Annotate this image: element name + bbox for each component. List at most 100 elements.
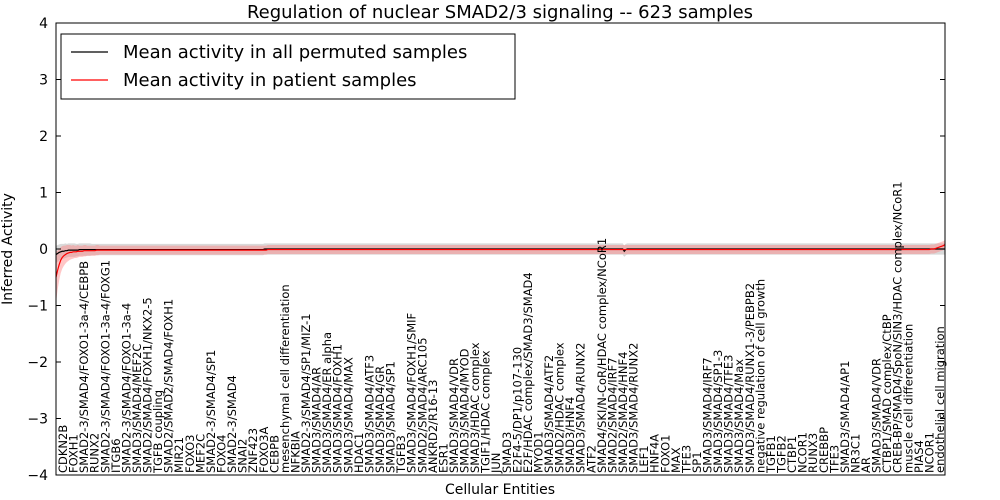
x-tick-label: SMAD3/SMAD4/RUNX2 <box>627 343 641 473</box>
x-tick-label: FOXO3A <box>257 427 271 473</box>
x-tick-label: CTBP1 <box>785 436 799 473</box>
x-tick-label: SMAD2/SMAD4/IRF7 <box>605 357 619 473</box>
x-tick-label: SMAD3/SMAD4/MAX <box>341 357 355 473</box>
x-tick-label: SMAD3/SMAD4/ATF2 <box>542 355 556 473</box>
y-tick-label: 1 <box>39 186 48 202</box>
y-tick-label: 4 <box>39 16 48 32</box>
x-tick-label: SMAD2/SMAD4/ARC105 <box>415 337 429 473</box>
x-tick-label: SMAD3/SMAD4/VDR <box>870 358 884 473</box>
x-tick-label: PIAS4 <box>912 440 926 473</box>
legend: Mean activity in all permuted samples Me… <box>60 33 516 100</box>
x-tick-label: ATF2 <box>584 445 598 473</box>
x-tick-label: SMAD2-3/SMAD4/SP1/MIZ-1 <box>299 313 313 473</box>
x-tick-label: NCOR1 <box>796 432 810 473</box>
x-tick-label: ESR1 <box>436 443 450 473</box>
x-tick-label: SMAD2-3/SMAD4/FOXO1-3a-4/CEBPB <box>77 261 91 473</box>
x-tick-label: SMAD3/SMAD4/AR <box>310 367 324 473</box>
y-axis-label: Inferred Activity <box>0 193 16 305</box>
x-tick-label: SMAD3/SMAD4/AP1 <box>838 361 852 473</box>
x-tick-label: SMAD3/SMAD4/MYOD <box>458 348 472 473</box>
x-tick-label: MAX <box>669 447 683 473</box>
patient-mean-line <box>55 243 946 278</box>
x-tick-label: SMAD2/SMAD4/HNF4 <box>616 352 630 473</box>
x-tick-label: FOXO3 <box>183 435 197 473</box>
x-tick-label: SMAD3/SMAD4/SP1 <box>384 361 398 473</box>
x-tick-label: SMAD3/HNF4 <box>563 397 577 473</box>
x-tick-label: SMAD3/SMAD4/FOXH1/SMIF <box>405 313 419 473</box>
y-tick-label: −4 <box>27 468 48 484</box>
x-tick-label: ITGB6 <box>109 438 123 473</box>
x-tick-label: SMAD4/SKI/N-CoR/HDAC complex/NCoR1 <box>595 238 609 473</box>
x-tick-label: HDAC1 <box>352 433 366 473</box>
x-tick-label: HNF4A <box>648 434 662 473</box>
x-tick-label: SMAD3/SMAD4/VDR <box>447 358 461 473</box>
y-axis-ticks: −4 −3 −2 −1 0 1 2 3 4 <box>27 16 945 484</box>
x-tick-label: mesenchymal cell differentiation <box>278 284 292 473</box>
x-tick-label: SMAD3/SMAD4/Max <box>732 359 746 473</box>
x-tick-label: FOXH1 <box>67 434 81 473</box>
x-tick-label: SMAD2/SMAD4/FOXH1/NKX2-5 <box>141 297 155 473</box>
x-tick-label: SMAD3/SMAD4/RUNX2 <box>574 343 588 473</box>
legend-label-patient: Mean activity in patient samples <box>123 70 417 91</box>
x-tick-label: SMAD3/HDAC complex <box>468 342 482 473</box>
x-tick-label: NCOR1 <box>922 432 936 473</box>
x-tick-label: TGFB2 <box>775 435 789 474</box>
x-tick-label: NR3C1 <box>849 434 863 473</box>
x-tick-label: CDKN2B <box>56 425 70 473</box>
x-tick-label: JUN <box>489 453 503 474</box>
x-tick-label: SMAD3/SMAD4/GR <box>373 366 387 473</box>
patient-band <box>56 239 945 303</box>
x-tick-label: TGFB coupling <box>151 390 165 474</box>
x-tick-label: MYOD1 <box>532 431 546 473</box>
y-tick-label: 0 <box>39 242 48 258</box>
x-tick-label: AR <box>859 457 873 473</box>
x-tick-label: SMAD3/SMAD4/SP1-3 <box>711 350 725 473</box>
x-tick-label: SMAD3/SMAD4/TFE3 <box>722 355 736 474</box>
x-tick-label: FOXO1 <box>658 435 672 473</box>
legend-label-permuted: Mean activity in all permuted samples <box>123 42 467 63</box>
x-tick-label: TGFB1 <box>764 435 778 474</box>
x-tick-label: SMAD3/SMAD4/FOXH1 <box>331 344 345 473</box>
series-lines <box>55 243 946 278</box>
x-tick-label: TFE3 <box>679 445 693 474</box>
x-tick-label: ZNF423 <box>246 428 260 473</box>
x-tick-label: RUNX2 <box>88 433 102 473</box>
x-tick-label: CREB-BP/SMAD4/SpoN/SIN3/HDAC complex/NCo… <box>891 181 905 473</box>
y-tick-label: 2 <box>39 129 48 145</box>
x-tick-label: CEBPB <box>267 435 281 473</box>
x-tick-label: LEF1 <box>637 445 651 473</box>
x-tick-label: MIR21 <box>172 437 186 473</box>
x-tick-label: ANKRD2/R16-13 <box>426 380 440 473</box>
x-tick-label: SMAD2-3/SMAD4/SP1 <box>204 350 218 473</box>
x-tick-label: TGFB3 <box>394 435 408 474</box>
x-tick-label: CREBBP <box>817 427 831 473</box>
x-tick-label: E2F/HDAC complex/SMAD3/SMAD4 <box>521 272 535 473</box>
x-tick-labels: CDKN2BFOXH1SMAD2-3/SMAD4/FOXO1-3a-4/CEBP… <box>56 181 947 474</box>
x-tick-label: SMAD3/SMAD4/RUNX1-3/PEBPB2 <box>743 283 757 473</box>
x-tick-label: SMAD3/SMAD4/ER alpha <box>320 332 334 473</box>
x-tick-label: SMAD3 <box>500 432 514 473</box>
x-tick-label: SMAD2-3/SMAD4/FOXO1-3a-4 <box>119 303 133 473</box>
x-tick-label: SP1 <box>690 451 704 473</box>
x-tick-label: endothelial cell migration <box>933 326 947 473</box>
chart-title: Regulation of nuclear SMAD2/3 signaling … <box>247 2 753 23</box>
x-tick-label: MEF2C <box>193 434 207 473</box>
x-axis-label: Cellular Entities <box>445 482 555 498</box>
x-tick-label: TFE3 <box>827 445 841 474</box>
permuted-band <box>56 243 945 264</box>
y-tick-label: −2 <box>27 355 48 371</box>
y-tick-label: −3 <box>27 412 48 428</box>
confidence-bands <box>56 239 945 303</box>
legend-box <box>60 33 516 100</box>
x-tick-label: SMAD2/HDAC complex <box>553 342 567 473</box>
y-tick-label: −1 <box>27 299 48 315</box>
y-tick-label: 3 <box>39 73 48 89</box>
x-tick-label: SMAD3/SMAD4/ATF3 <box>362 355 376 473</box>
x-tick-label: muscle cell differentiation <box>901 324 915 473</box>
x-tick-label: NFKBIA <box>289 431 303 473</box>
x-tick-label: E2F4-5/DP1/p107-130 <box>510 347 524 473</box>
x-tick-label: FOXO4 <box>215 435 229 473</box>
x-tick-label: SMAD2-3/SMAD4 <box>225 375 239 473</box>
x-tick-label: negative regulation of cell growth <box>753 279 767 473</box>
